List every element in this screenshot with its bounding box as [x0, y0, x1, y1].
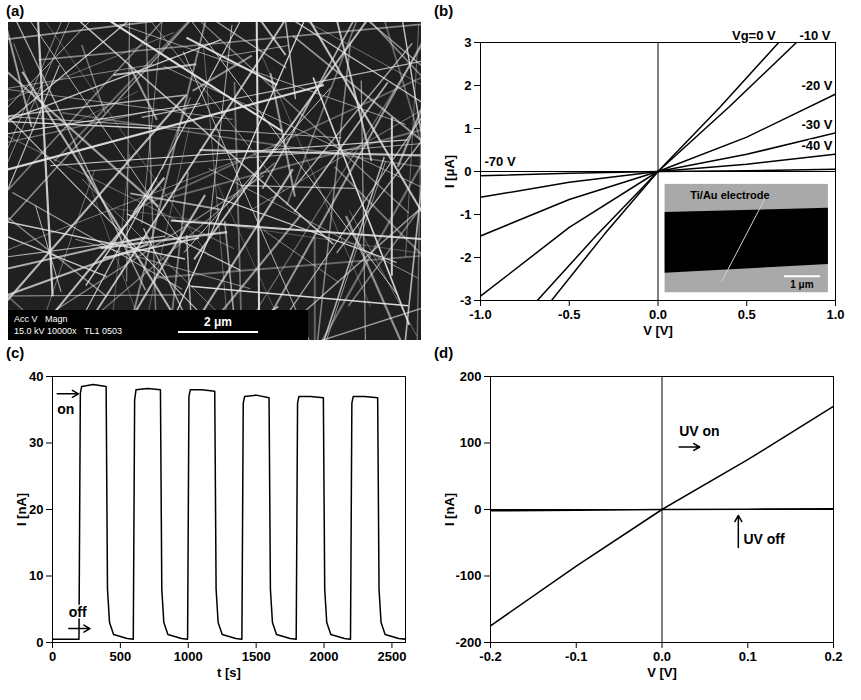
svg-text:1: 1 [464, 121, 471, 136]
svg-text:I [μA]: I [μA] [442, 155, 457, 188]
svg-text:0: 0 [36, 635, 43, 650]
svg-text:UV off: UV off [743, 531, 785, 547]
svg-text:-3: -3 [460, 293, 472, 308]
svg-text:0.0: 0.0 [649, 307, 667, 322]
svg-text:-0.1: -0.1 [565, 649, 587, 664]
svg-text:10: 10 [29, 568, 43, 583]
svg-text:V [V]: V [V] [643, 323, 673, 338]
svg-text:UV on: UV on [679, 423, 719, 439]
svg-text:-10 V: -10 V [799, 28, 830, 43]
svg-text:-40 V: -40 V [801, 138, 832, 153]
svg-text:off: off [69, 604, 87, 620]
svg-text:3: 3 [464, 35, 471, 50]
svg-text:1 μm: 1 μm [790, 279, 813, 290]
html-text:(b): (b) [434, 2, 454, 19]
svg-text:-200: -200 [455, 635, 481, 650]
svg-text:2500: 2500 [377, 649, 406, 664]
svg-text:30: 30 [29, 435, 43, 450]
svg-text:on: on [57, 401, 74, 417]
svg-text:2000: 2000 [310, 649, 339, 664]
svg-text:0.5: 0.5 [738, 307, 756, 322]
html-text:(a): (a) [6, 2, 25, 19]
svg-text:200: 200 [460, 369, 482, 384]
svg-text:0: 0 [49, 649, 56, 664]
svg-text:Vg=0 V: Vg=0 V [732, 28, 776, 43]
html-text:(c): (c) [6, 344, 25, 361]
svg-text:2: 2 [464, 78, 471, 93]
svg-text:500: 500 [110, 649, 132, 664]
svg-text:-70 V: -70 V [485, 154, 516, 169]
html-text:(d): (d) [434, 344, 454, 361]
svg-text:0: 0 [464, 164, 471, 179]
svg-text:40: 40 [29, 369, 43, 384]
svg-text:t [s]: t [s] [217, 665, 241, 680]
svg-text:20: 20 [29, 502, 43, 517]
svg-text:0.1: 0.1 [739, 649, 757, 664]
svg-text:1.0: 1.0 [826, 307, 844, 322]
svg-text:I [nA]: I [nA] [14, 493, 29, 526]
svg-text:-2: -2 [460, 250, 472, 265]
svg-text:-0.2: -0.2 [479, 649, 501, 664]
svg-text:-30 V: -30 V [801, 117, 832, 132]
svg-text:-20 V: -20 V [801, 78, 832, 93]
svg-text:-1: -1 [460, 207, 472, 222]
svg-text:-100: -100 [455, 568, 481, 583]
svg-text:1500: 1500 [242, 649, 271, 664]
svg-text:0.2: 0.2 [824, 649, 842, 664]
svg-text:100: 100 [460, 435, 482, 450]
svg-text:0.0: 0.0 [653, 649, 671, 664]
svg-text:-0.5: -0.5 [558, 307, 580, 322]
svg-text:2 μm: 2 μm [204, 315, 232, 329]
svg-text:0: 0 [474, 502, 481, 517]
svg-text:V [V]: V [V] [647, 665, 677, 680]
svg-text:15.0 kV 10000x TL1 0503: 15.0 kV 10000x TL1 0503 [14, 326, 122, 336]
svg-text:-1.0: -1.0 [469, 307, 491, 322]
svg-text:Acc V Magn: Acc V Magn [14, 314, 68, 324]
svg-text:I [nA]: I [nA] [442, 493, 457, 526]
svg-text:Ti/Au electrode: Ti/Au electrode [690, 189, 769, 201]
svg-text:1000: 1000 [174, 649, 203, 664]
